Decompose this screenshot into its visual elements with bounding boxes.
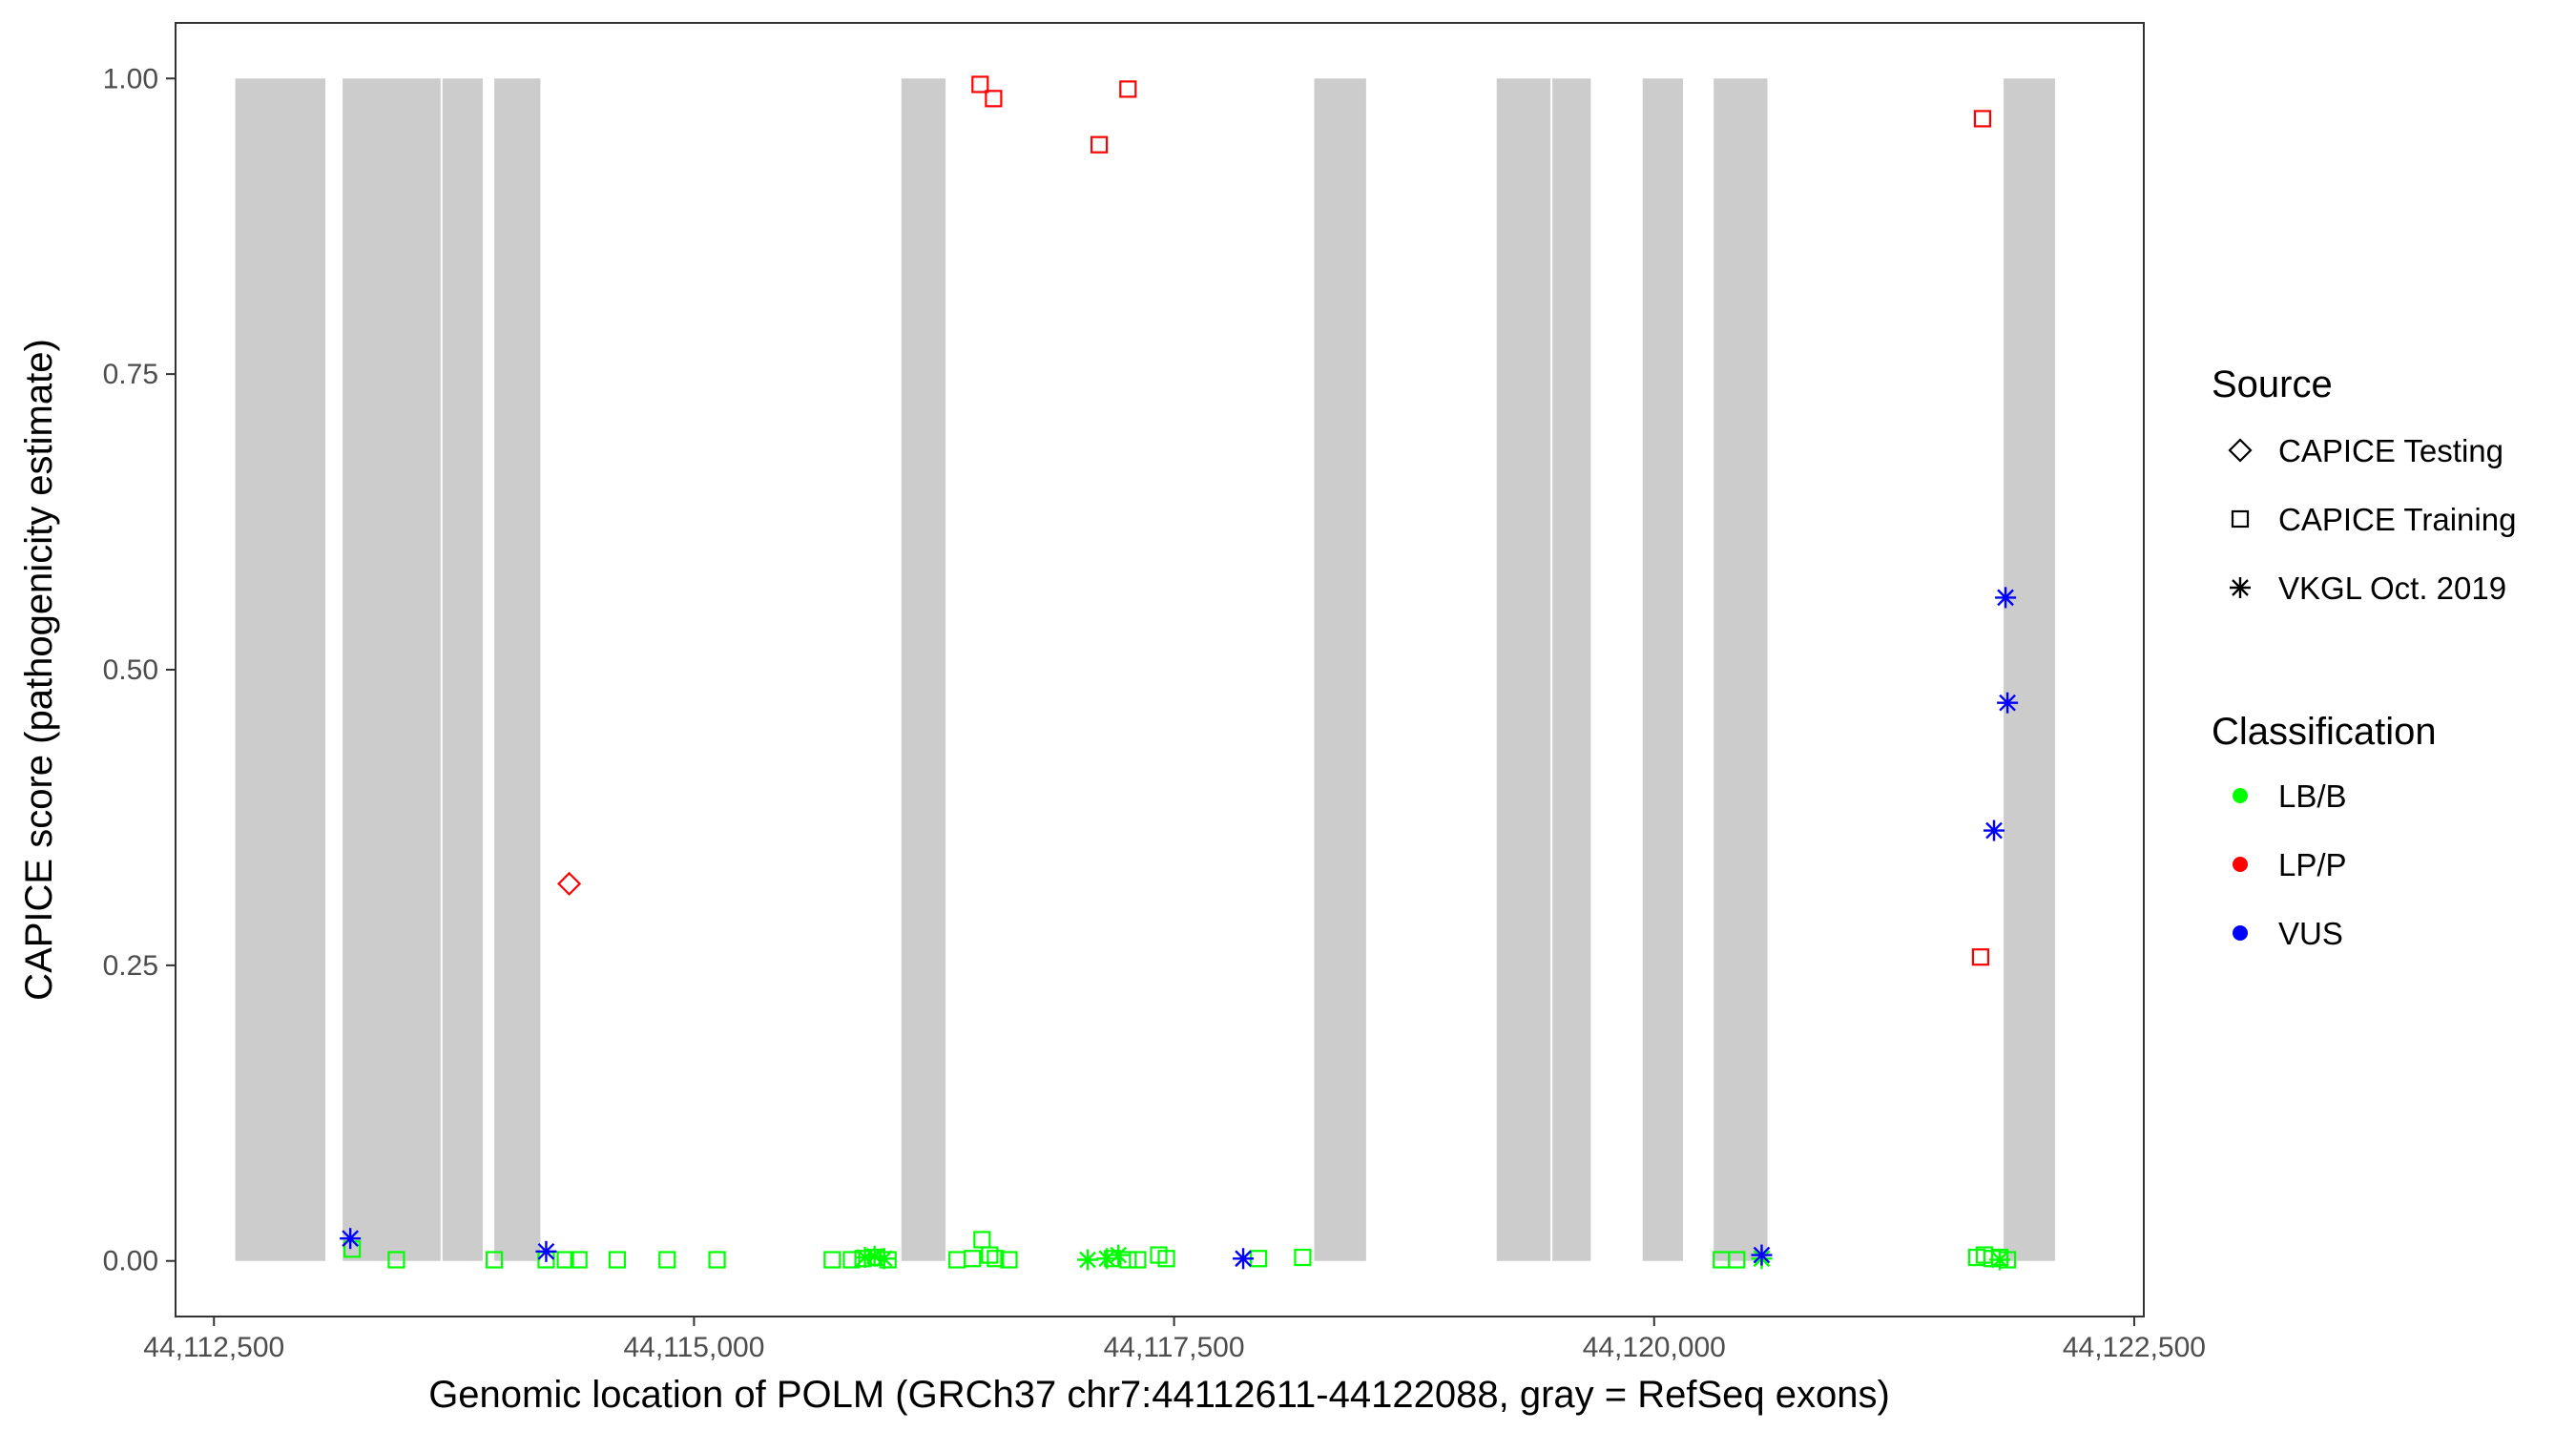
data-point xyxy=(557,871,582,896)
points-layer xyxy=(340,75,2019,1271)
data-point xyxy=(985,90,1003,108)
data-point xyxy=(570,1251,588,1269)
y-tick-label: 0.75 xyxy=(103,359,158,390)
data-point xyxy=(340,1228,362,1250)
x-axis: 44,112,500 44,115,000 44,117,500 44,120,000… xyxy=(143,1317,2206,1363)
data-point xyxy=(1157,1250,1175,1268)
data-point xyxy=(1091,135,1109,154)
data-point xyxy=(486,1251,504,1269)
legend-key-diamond xyxy=(2228,438,2253,463)
exon-bar xyxy=(494,78,541,1261)
data-point xyxy=(1751,1244,1773,1266)
data-point xyxy=(1995,587,2017,609)
exon-bar xyxy=(442,78,484,1261)
data-point xyxy=(658,1251,676,1269)
legend-key-square xyxy=(2231,509,2250,529)
data-point xyxy=(556,1251,574,1269)
legend-label: LP/P xyxy=(2278,847,2347,882)
legend-label: CAPICE Training xyxy=(2278,502,2516,537)
data-point xyxy=(1728,1251,1746,1269)
data-point xyxy=(1000,1251,1018,1269)
x-tick-label: 44,120,000 xyxy=(1583,1332,1726,1363)
exon-layer xyxy=(235,78,2056,1261)
y-tick-label: 1.00 xyxy=(103,63,158,94)
legend-title-source: Source xyxy=(2212,363,2333,405)
legend-source-items: CAPICE Testing CAPICE Training VKGL Oct. 2… xyxy=(2228,433,2516,606)
data-point xyxy=(842,1251,861,1269)
data-point xyxy=(1119,1251,1137,1269)
data-point xyxy=(608,1251,627,1269)
data-point xyxy=(879,1251,897,1269)
legend-key-asterisk xyxy=(2230,577,2251,598)
data-point xyxy=(964,1250,982,1268)
data-point xyxy=(823,1251,841,1269)
data-point xyxy=(1077,1249,1099,1271)
legend-title-classification: Classification xyxy=(2212,711,2437,753)
data-point xyxy=(971,75,989,93)
exon-bar xyxy=(901,78,946,1261)
y-axis-title: CAPICE score (pathogenicity estimate) xyxy=(18,339,60,1001)
data-point xyxy=(873,1248,895,1270)
data-point xyxy=(1233,1248,1255,1270)
data-point xyxy=(1129,1251,1147,1269)
data-point xyxy=(1973,110,1992,128)
data-point xyxy=(1997,692,2019,714)
data-point xyxy=(1108,1244,1130,1266)
exon-bar xyxy=(343,78,441,1261)
exon-bar xyxy=(2004,78,2056,1261)
data-point xyxy=(535,1240,557,1262)
legend-label: LB/B xyxy=(2278,778,2347,814)
y-tick-label: 0.50 xyxy=(103,654,158,686)
data-point xyxy=(987,1250,1005,1268)
exon-bar xyxy=(1314,78,1366,1261)
exon-bar xyxy=(1714,78,1768,1261)
exon-bar xyxy=(235,78,325,1261)
y-axis: 0.00 0.25 0.50 0.75 1.00 xyxy=(103,63,176,1277)
legend-classification-items: LB/B LP/P VUS xyxy=(2233,778,2347,951)
x-tick-label: 44,115,000 xyxy=(623,1332,764,1363)
exon-bar xyxy=(1496,78,1551,1261)
x-tick-label: 44,112,500 xyxy=(143,1332,284,1363)
data-point xyxy=(1989,1249,2011,1271)
legend-key-dot xyxy=(2233,788,2248,803)
legend-label: VUS xyxy=(2278,916,2343,951)
data-point xyxy=(387,1251,405,1269)
legend-label: CAPICE Testing xyxy=(2278,433,2503,468)
data-point xyxy=(981,1246,999,1264)
data-point xyxy=(1984,819,2005,841)
data-point xyxy=(1119,80,1137,98)
exon-bar xyxy=(1552,78,1591,1261)
data-point xyxy=(1294,1248,1312,1267)
x-axis-title: Genomic location of POLM (GRCh37 chr7:44… xyxy=(428,1374,1890,1416)
y-tick-label: 0.00 xyxy=(103,1246,158,1277)
x-tick-label: 44,117,500 xyxy=(1104,1332,1245,1363)
exon-bar xyxy=(1642,78,1683,1261)
data-point xyxy=(1971,948,1990,966)
data-point xyxy=(708,1251,726,1269)
legend-label: VKGL Oct. 2019 xyxy=(2278,570,2506,606)
legend: Source CAPICE Testing CAPICE Training VKGL… xyxy=(2212,363,2516,951)
x-tick-label: 44,122,500 xyxy=(2063,1332,2206,1363)
legend-key-dot xyxy=(2233,925,2248,941)
y-tick-label: 0.25 xyxy=(103,950,158,982)
legend-key-dot xyxy=(2233,857,2248,872)
